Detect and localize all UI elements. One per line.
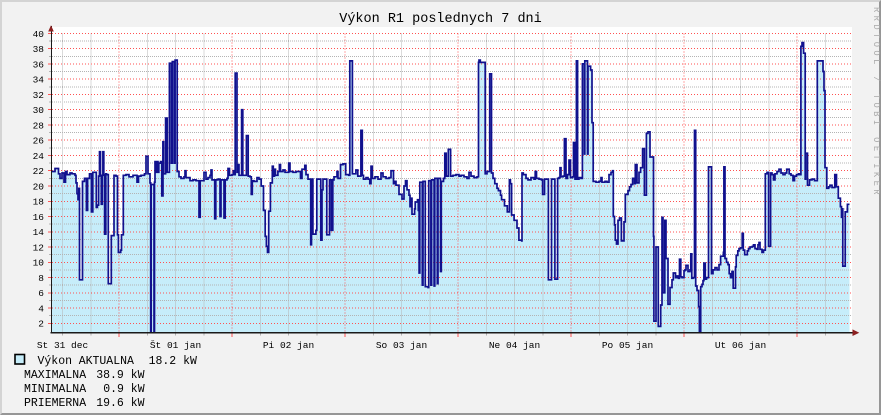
svg-text:28: 28 (33, 120, 45, 131)
svg-text:AKTUALNA: AKTUALNA (79, 355, 134, 368)
svg-text:14: 14 (33, 227, 45, 238)
svg-text:Ne 04 jan: Ne 04 jan (489, 340, 540, 351)
svg-text:4: 4 (38, 304, 44, 315)
svg-text:MINIMALNA: MINIMALNA (24, 383, 86, 396)
svg-text:36: 36 (33, 59, 45, 70)
svg-text:24: 24 (33, 151, 45, 162)
svg-text:St 31 dec: St 31 dec (37, 340, 89, 351)
svg-text:22: 22 (33, 166, 45, 177)
svg-text:6: 6 (38, 288, 44, 299)
svg-text:PRIEMERNA: PRIEMERNA (24, 397, 86, 410)
svg-text:40: 40 (33, 29, 45, 40)
svg-text:26: 26 (33, 136, 45, 147)
svg-text:34: 34 (33, 75, 45, 86)
svg-text:Pi 02 jan: Pi 02 jan (263, 340, 314, 351)
svg-text:19.6 kW: 19.6 kW (96, 397, 144, 410)
svg-text:20: 20 (33, 181, 45, 192)
svg-text:Št 01 jan: Št 01 jan (150, 340, 201, 351)
svg-text:30: 30 (33, 105, 45, 116)
svg-text:10: 10 (33, 258, 45, 269)
svg-text:38.9 kW: 38.9 kW (96, 369, 144, 382)
svg-text:2: 2 (38, 319, 44, 330)
svg-text:Ut 06 jan: Ut 06 jan (715, 340, 766, 351)
svg-text:0.9 kW: 0.9 kW (103, 383, 145, 396)
svg-text:8: 8 (38, 273, 44, 284)
svg-text:38: 38 (33, 44, 45, 55)
svg-text:RRDTOOL / TOBI OETIKER: RRDTOOL / TOBI OETIKER (871, 7, 881, 198)
svg-text:18: 18 (33, 197, 45, 208)
svg-text:16: 16 (33, 212, 45, 223)
svg-text:Po 05 jan: Po 05 jan (602, 340, 653, 351)
svg-text:MAXIMALNA: MAXIMALNA (24, 369, 86, 382)
svg-text:12: 12 (33, 242, 45, 253)
svg-text:18.2 kW: 18.2 kW (149, 355, 197, 368)
svg-text:So 03 jan: So 03 jan (376, 340, 427, 351)
svg-text:Výkon R1 poslednych 7 dni: Výkon R1 poslednych 7 dni (339, 12, 542, 27)
svg-text:Výkon: Výkon (38, 355, 73, 368)
svg-text:32: 32 (33, 90, 45, 101)
